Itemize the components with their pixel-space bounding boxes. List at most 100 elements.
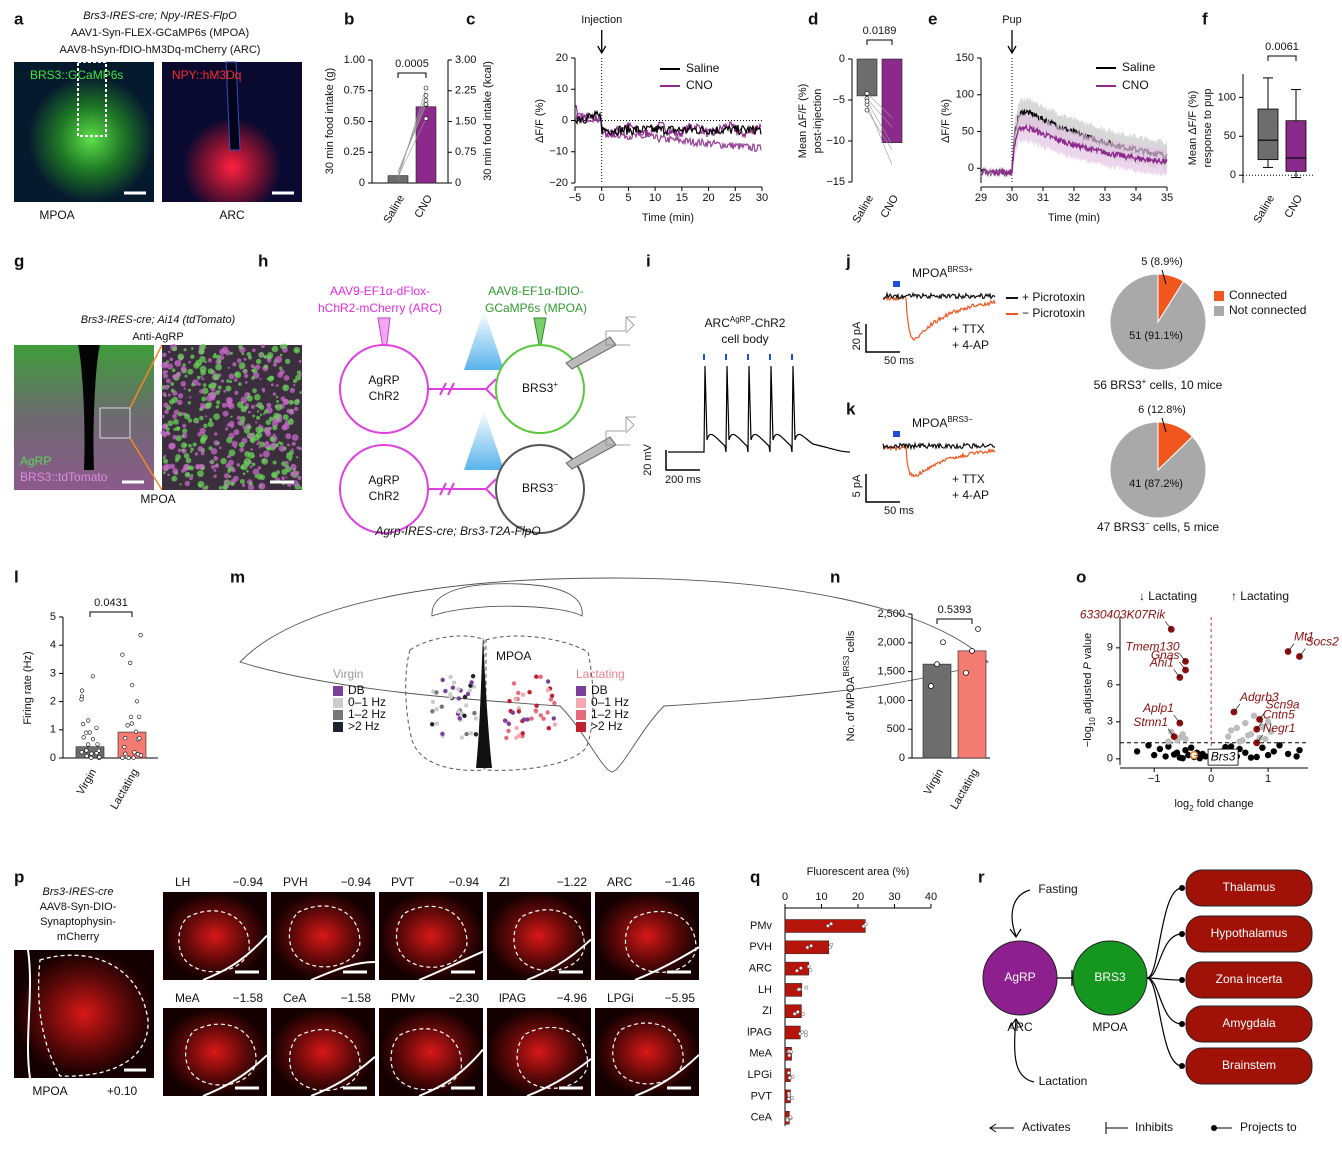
boundary bbox=[526, 1058, 592, 1097]
projection-dot bbox=[1179, 1021, 1185, 1027]
cell bbox=[495, 444, 585, 534]
cell-dot bbox=[506, 721, 512, 726]
data-point bbox=[801, 1012, 806, 1016]
significance-bracket bbox=[397, 72, 427, 78]
data-point bbox=[79, 750, 84, 755]
cell-signal bbox=[209, 382, 217, 389]
data-point bbox=[1293, 753, 1300, 760]
cell-signal bbox=[252, 388, 257, 394]
cell-signal bbox=[251, 462, 256, 467]
label-part: log bbox=[1174, 798, 1189, 810]
cell-signal bbox=[190, 447, 194, 452]
tile-label: CeA bbox=[283, 991, 306, 1005]
tick-label: 0 bbox=[968, 162, 974, 174]
cell-signal bbox=[163, 402, 169, 408]
label: 200 ms bbox=[665, 474, 702, 486]
cell-signal bbox=[209, 391, 217, 399]
tile-coord: −5.95 bbox=[665, 991, 696, 1005]
cell-signal bbox=[163, 458, 169, 464]
cell-dot bbox=[470, 674, 476, 679]
tick-label: 1 bbox=[1265, 773, 1271, 785]
cell-signal bbox=[216, 441, 220, 445]
cell-signal bbox=[281, 461, 287, 467]
tick-label: 0 bbox=[562, 114, 568, 126]
cell-signal bbox=[175, 435, 182, 442]
panel-letter: b bbox=[344, 9, 354, 28]
cell-signal bbox=[264, 409, 269, 414]
category-label: Virgin bbox=[75, 767, 99, 797]
cell-signal bbox=[292, 378, 298, 384]
cell-signal bbox=[272, 425, 278, 431]
cell-signal bbox=[226, 379, 230, 383]
legend-swatch bbox=[576, 686, 586, 696]
label: AgRP bbox=[368, 373, 399, 387]
legend-swatch bbox=[576, 710, 586, 720]
data-point bbox=[786, 1091, 791, 1096]
data-point bbox=[795, 1010, 800, 1014]
amplifier bbox=[605, 316, 636, 346]
cell-signal bbox=[248, 481, 253, 486]
cell-signal bbox=[238, 344, 243, 350]
category-label: Lactating bbox=[108, 767, 141, 812]
cell-signal bbox=[201, 434, 208, 441]
cell-signal bbox=[199, 389, 204, 394]
cell-signal bbox=[285, 476, 288, 479]
cell-signal bbox=[190, 450, 193, 453]
cell-signal bbox=[250, 404, 255, 409]
tick-label: 30 bbox=[1006, 192, 1018, 204]
cell-signal bbox=[197, 446, 204, 452]
label: AAV8-EF1α-fDIO- bbox=[488, 284, 583, 298]
cell-signal bbox=[184, 374, 188, 378]
target-label: Brainstem bbox=[1222, 1058, 1276, 1072]
legend-swatch bbox=[333, 698, 343, 708]
cell-signal bbox=[164, 370, 168, 374]
bar bbox=[784, 961, 809, 976]
legend-label: 0–1 Hz bbox=[591, 695, 629, 709]
cell-signal bbox=[271, 471, 278, 479]
cell-signal bbox=[256, 410, 260, 413]
superscript: + bbox=[553, 380, 558, 389]
cell-dot bbox=[516, 709, 522, 714]
data-point bbox=[1247, 754, 1255, 761]
tile-coord: −0.94 bbox=[449, 875, 480, 889]
data-point bbox=[864, 98, 870, 104]
cell-signal bbox=[201, 396, 207, 402]
bar bbox=[784, 1068, 791, 1082]
fornix bbox=[431, 583, 583, 617]
data-point bbox=[789, 1049, 794, 1054]
light-cone bbox=[464, 410, 504, 470]
cell-signal bbox=[196, 375, 201, 380]
cell-signal bbox=[236, 358, 242, 364]
arrow bbox=[1007, 30, 1017, 55]
axon bbox=[428, 378, 497, 400]
cell-signal bbox=[239, 479, 245, 484]
tick-label: 20 bbox=[702, 192, 714, 204]
cell-signal bbox=[229, 380, 233, 384]
label: 56 BRS3+ cells, 10 mice bbox=[1094, 377, 1223, 393]
legend-swatch bbox=[333, 710, 343, 720]
cell-signal bbox=[217, 359, 222, 364]
cell-dot bbox=[471, 684, 476, 689]
label: ΔF/F (%) bbox=[940, 99, 952, 143]
cell-signal bbox=[188, 443, 192, 448]
boundary bbox=[202, 1054, 268, 1097]
data-point bbox=[138, 753, 143, 758]
data-point bbox=[1236, 738, 1243, 745]
data-point bbox=[132, 750, 137, 755]
cell-signal bbox=[252, 414, 256, 418]
tick-label: 33 bbox=[1099, 192, 1111, 204]
label: MPOA bbox=[140, 492, 175, 506]
cell-signal bbox=[202, 383, 207, 387]
trace bbox=[668, 365, 851, 453]
cell-signal bbox=[295, 349, 298, 352]
panel-letter: p bbox=[14, 867, 24, 886]
cell-dot bbox=[440, 677, 445, 683]
cell-signal bbox=[247, 484, 255, 491]
data-point bbox=[90, 737, 96, 742]
cell-dot bbox=[529, 716, 534, 721]
data-point bbox=[84, 730, 89, 735]
cell-signal bbox=[161, 414, 165, 418]
cell-signal bbox=[183, 348, 187, 352]
panel-letter: d bbox=[808, 9, 818, 28]
tick-label: 40 bbox=[925, 891, 937, 903]
